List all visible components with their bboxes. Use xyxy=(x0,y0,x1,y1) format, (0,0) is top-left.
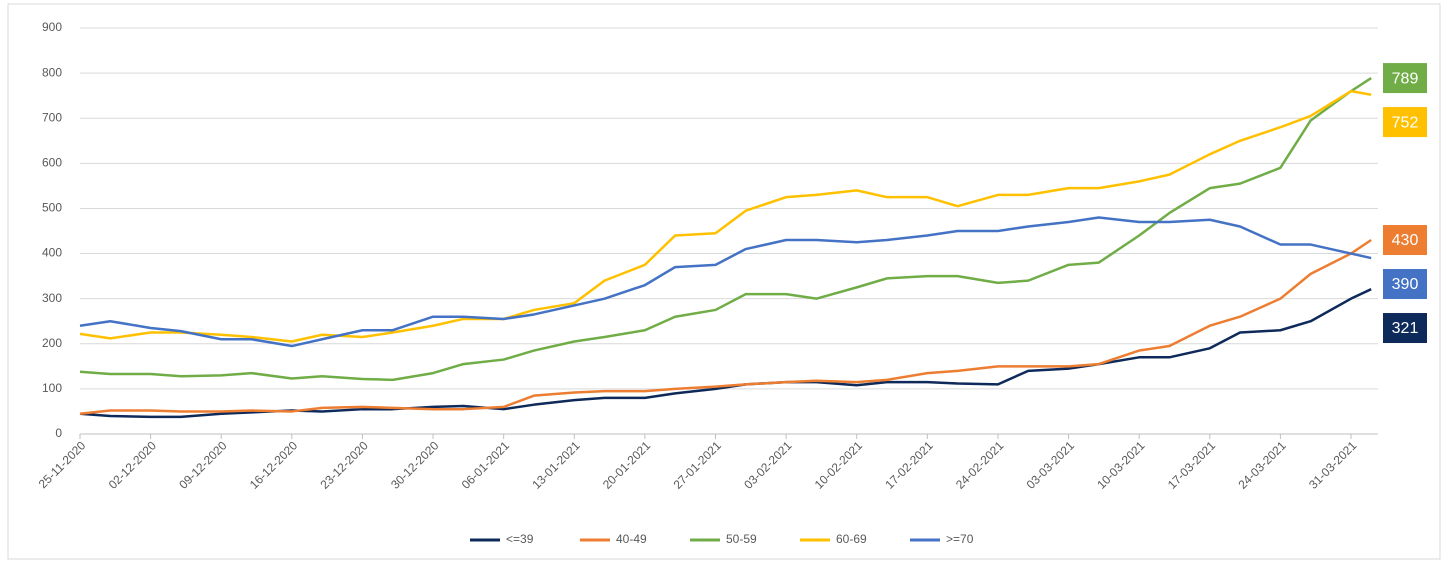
y-tick-label: 100 xyxy=(42,381,62,395)
end-label: 430 xyxy=(1392,232,1419,249)
end-label: 390 xyxy=(1392,276,1419,293)
end-label: 321 xyxy=(1392,320,1419,337)
series-line xyxy=(79,216,1372,348)
y-tick-label: 700 xyxy=(42,110,62,124)
y-tick-label: 300 xyxy=(42,291,62,305)
end-label-box xyxy=(1383,107,1427,138)
end-label: 789 xyxy=(1392,70,1419,87)
end-label-box xyxy=(1383,63,1427,94)
y-tick-label: 600 xyxy=(42,156,62,170)
y-tick-label: 500 xyxy=(42,201,62,215)
end-label: 752 xyxy=(1392,114,1419,131)
legend-label: >=70 xyxy=(946,532,974,546)
y-tick-label: 0 xyxy=(55,426,62,440)
chart-frame xyxy=(7,3,1441,560)
y-tick-label: 800 xyxy=(42,65,62,79)
y-tick-label: 400 xyxy=(42,246,62,260)
legend-label: 60-69 xyxy=(836,532,867,546)
legend-label: <=39 xyxy=(506,532,534,546)
y-tick-label: 900 xyxy=(42,20,62,34)
end-label-box xyxy=(1383,313,1427,344)
legend-label: 50-59 xyxy=(726,532,757,546)
legend-label: 40-49 xyxy=(616,532,647,546)
end-label-box xyxy=(1383,225,1427,256)
series-line xyxy=(79,89,1372,343)
end-label-box xyxy=(1383,269,1427,300)
y-tick-label: 200 xyxy=(42,336,62,350)
series-line xyxy=(79,238,1372,415)
series-line xyxy=(79,77,1372,382)
